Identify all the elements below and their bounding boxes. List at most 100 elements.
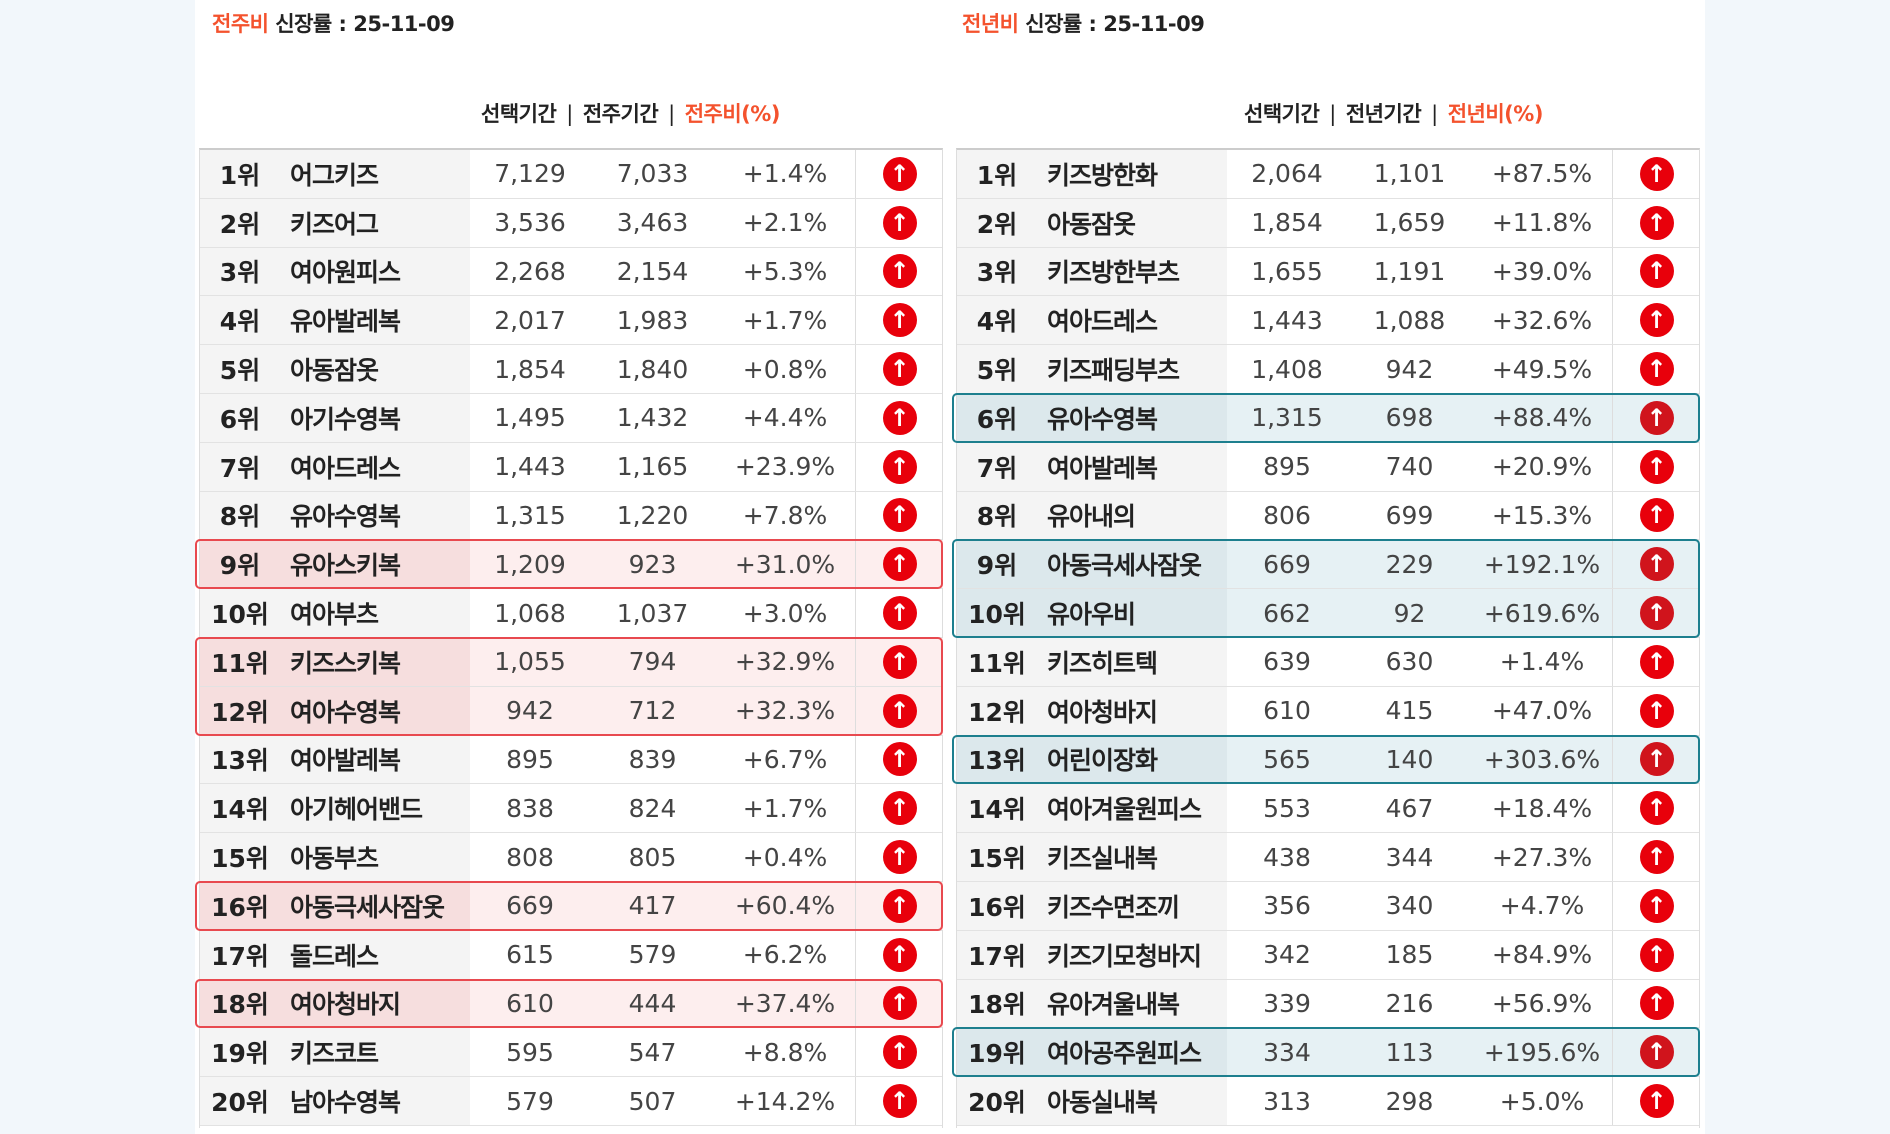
selected-period-value: 1,854: [1251, 208, 1323, 238]
table-row[interactable]: 10위 유아우비 662 92 +619.6% ↑: [957, 589, 1700, 638]
table-row[interactable]: 8위 유아수영복 1,315 1,220 +7.8% ↑: [200, 491, 942, 541]
table-row[interactable]: 20위 남아수영복 579 507 +14.2% ↑: [200, 1077, 942, 1126]
table-row[interactable]: 6위 유아수영복 1,315 698 +88.4% ↑: [957, 394, 1700, 443]
table-row[interactable]: 2위 아동잠옷 1,854 1,659 +11.8% ↑: [957, 198, 1699, 248]
weekly-title-accent: 전주비: [212, 12, 269, 36]
keyword-cell: 여아청바지: [280, 979, 470, 1028]
selected-period-value: 669: [1227, 540, 1347, 589]
rank-cell: 18위: [200, 979, 280, 1028]
trend-cell: ↑: [855, 735, 943, 784]
arrow-up-circle-icon: ↑: [882, 1035, 917, 1070]
table-row[interactable]: 1위 키즈방한화 2,064 1,101 +87.5% ↑: [957, 150, 1699, 199]
trend-cell: ↑: [1612, 979, 1700, 1028]
table-row[interactable]: 14위 여아겨울원피스 553 467 +18.4% ↑: [957, 784, 1699, 834]
keyword-cell: 유아수영복: [280, 491, 470, 540]
table-row[interactable]: 3위 키즈방한부츠 1,655 1,191 +39.0% ↑: [957, 247, 1699, 297]
selected-period-value: 610: [470, 979, 590, 1028]
table-row[interactable]: 5위 아동잠옷 1,854 1,840 +0.8% ↑: [200, 345, 942, 394]
table-row[interactable]: 18위 유아겨울내복 339 216 +56.9% ↑: [957, 979, 1700, 1029]
comparison-period-value: 3,463: [616, 208, 689, 238]
table-row[interactable]: 15위 아동부츠 808 805 +0.4% ↑: [200, 833, 942, 882]
growth-rate-value: +32.6%: [1491, 305, 1593, 335]
table-row[interactable]: 7위 여아드레스 1,443 1,165 +23.9% ↑: [200, 442, 943, 492]
selected-period-value: 808: [506, 842, 554, 872]
keyword-cell: 키즈기모청바지: [1037, 930, 1227, 979]
table-row[interactable]: 20위 아동실내복 313 298 +5.0% ↑: [957, 1077, 1699, 1126]
rank-cell: 5위: [957, 345, 1037, 393]
table-row[interactable]: 3위 여아원피스 2,268 2,154 +5.3% ↑: [200, 247, 942, 297]
table-row[interactable]: 16위 아동극세사잠옷 669 417 +60.4% ↑: [200, 882, 943, 931]
table-row[interactable]: 6위 아기수영복 1,495 1,432 +4.4% ↑: [200, 394, 942, 443]
table-row[interactable]: 13위 여아발레복 895 839 +6.7% ↑: [200, 735, 943, 785]
keyword-cell: 키즈수면조끼: [1037, 882, 1227, 930]
growth-rate-value: +2.1%: [742, 208, 828, 238]
comparison-period-value: 805: [628, 842, 677, 872]
trend-cell: ↑: [1612, 442, 1700, 491]
table-row[interactable]: 8위 유아내의 806 699 +15.3% ↑: [957, 491, 1699, 541]
arrow-up-circle-icon: ↑: [882, 547, 917, 582]
table-row[interactable]: 11위 키즈스키복 1,055 794 +32.9% ↑: [200, 638, 943, 687]
table-row[interactable]: 19위 여아공주원피스 334 113 +195.6% ↑: [957, 1028, 1700, 1078]
table-row[interactable]: 16위 키즈수면조끼 356 340 +4.7% ↑: [957, 882, 1699, 931]
selected-period-value: 579: [506, 1086, 554, 1116]
table-row[interactable]: 9위 유아스키복 1,209 923 +31.0% ↑: [200, 540, 943, 590]
table-row[interactable]: 12위 여아수영복 942 712 +32.3% ↑: [200, 686, 943, 736]
table-row[interactable]: 11위 키즈히트텍 639 630 +1.4% ↑: [957, 638, 1699, 687]
selected-period-value: 1,055: [470, 638, 590, 686]
table-row[interactable]: 10위 여아부츠 1,068 1,037 +3.0% ↑: [200, 589, 942, 638]
growth-rate-value: +4.4%: [742, 403, 828, 433]
table-row[interactable]: 17위 돌드레스 615 579 +6.2% ↑: [200, 930, 942, 980]
yearly-column-headers: 선택기간 | 전년기간 | 전년비(%): [1244, 98, 1543, 128]
rank-cell: 12위: [200, 686, 280, 735]
rank-cell: 1위: [200, 150, 280, 198]
table-row[interactable]: 17위 키즈기모청바지 342 185 +84.9% ↑: [957, 930, 1699, 980]
comparison-period-value: 547: [628, 1037, 677, 1067]
trend-cell: ↑: [1612, 1077, 1700, 1125]
selected-period-value: 662: [1227, 589, 1347, 637]
table-row[interactable]: 14위 아기헤어밴드 838 824 +1.7% ↑: [200, 784, 942, 834]
comparison-period-value: 824: [628, 793, 677, 823]
table-row[interactable]: 7위 여아발레복 895 740 +20.9% ↑: [957, 442, 1700, 492]
table-row[interactable]: 4위 유아발레복 2,017 1,983 +1.7% ↑: [200, 296, 942, 346]
growth-rate-value: +303.6%: [1472, 735, 1612, 784]
trend-cell: ↑: [1612, 833, 1700, 881]
keyword-cell: 유아겨울내복: [1037, 979, 1227, 1028]
comparison-period-value: 185: [1385, 940, 1434, 970]
trend-cell: ↑: [855, 198, 943, 247]
selected-period-value: 7,129: [494, 159, 566, 189]
rank-cell: 16위: [957, 882, 1037, 930]
table-row[interactable]: 1위 어그키즈 7,129 7,033 +1.4% ↑: [200, 150, 942, 199]
arrow-up-circle-icon: ↑: [882, 205, 917, 240]
growth-rate-value: +15.3%: [1491, 500, 1593, 530]
keyword-cell: 어그키즈: [280, 150, 470, 198]
arrow-up-circle-icon: ↑: [1639, 400, 1674, 435]
table-row[interactable]: 5위 키즈패딩부츠 1,408 942 +49.5% ↑: [957, 345, 1699, 394]
rank-cell: 2위: [957, 198, 1037, 247]
comparison-period-value: 712: [590, 686, 715, 735]
trend-cell: ↑: [855, 1077, 943, 1125]
comparison-period-value: 467: [1385, 793, 1434, 823]
trend-cell: ↑: [855, 540, 943, 589]
rank-cell: 9위: [957, 540, 1037, 589]
growth-rate-value: +31.0%: [715, 540, 855, 589]
comparison-period-value: 794: [590, 638, 715, 686]
table-row[interactable]: 19위 키즈코트 595 547 +8.8% ↑: [200, 1028, 942, 1078]
rank-cell: 4위: [957, 296, 1037, 345]
rank-cell: 20위: [957, 1077, 1037, 1125]
selected-period-value: 1,408: [1251, 354, 1323, 384]
trend-cell: ↑: [855, 442, 943, 491]
table-row[interactable]: 2위 키즈어그 3,536 3,463 +2.1% ↑: [200, 198, 943, 248]
table-row[interactable]: 4위 여아드레스 1,443 1,088 +32.6% ↑: [957, 296, 1699, 346]
selected-period-value: 595: [506, 1037, 554, 1067]
table-row[interactable]: 15위 키즈실내복 438 344 +27.3% ↑: [957, 833, 1699, 882]
growth-rate-value: +3.0%: [742, 598, 828, 628]
table-row[interactable]: 9위 아동극세사잠옷 669 229 +192.1% ↑: [957, 540, 1700, 590]
header-week-over-week: 전주비(%): [684, 102, 781, 126]
comparison-period-value: 1,983: [616, 305, 689, 335]
table-row[interactable]: 12위 여아청바지 610 415 +47.0% ↑: [957, 686, 1699, 736]
rank-cell: 3위: [200, 247, 280, 296]
table-row[interactable]: 18위 여아청바지 610 444 +37.4% ↑: [200, 979, 943, 1029]
arrow-up-circle-icon: ↑: [882, 400, 917, 435]
table-row[interactable]: 13위 어린이장화 565 140 +303.6% ↑: [957, 735, 1700, 785]
header-selected-period: 선택기간: [481, 102, 557, 126]
